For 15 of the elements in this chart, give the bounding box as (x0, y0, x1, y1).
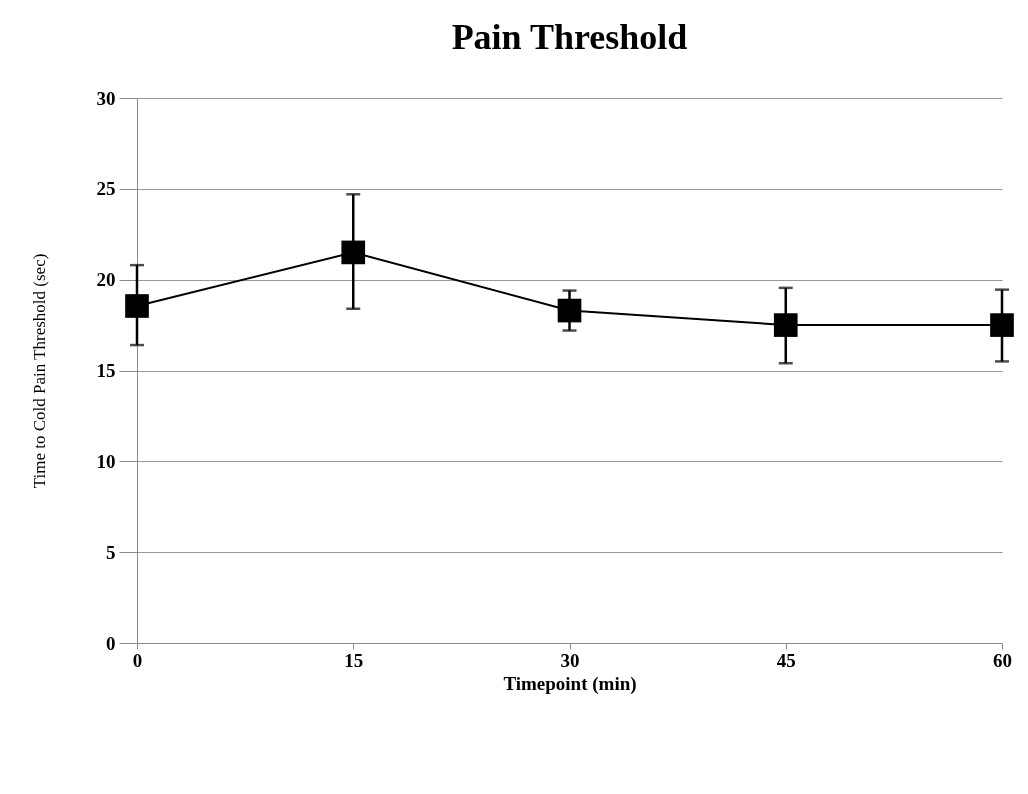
x-axis-title: Timepoint (min) (503, 672, 637, 695)
x-tick-label: 0 (132, 649, 143, 671)
y-tick-label: 0 (106, 632, 116, 654)
y-axis-title: Time to Cold Pain Threshold (sec) (29, 253, 49, 489)
x-tick-label: 30 (560, 649, 580, 671)
y-tick-label: 25 (96, 178, 116, 200)
y-tick-label: 20 (96, 269, 116, 291)
chart-title: Pain Threshold (451, 17, 688, 57)
y-tick-label: 30 (96, 87, 116, 109)
x-tick-label: 60 (993, 649, 1012, 671)
x-tick-label: 15 (344, 649, 364, 671)
y-tick-label: 5 (106, 541, 116, 563)
y-tick-label: 10 (96, 450, 116, 472)
y-tick-label: 15 (96, 360, 116, 381)
x-tick-label: 45 (776, 649, 796, 671)
